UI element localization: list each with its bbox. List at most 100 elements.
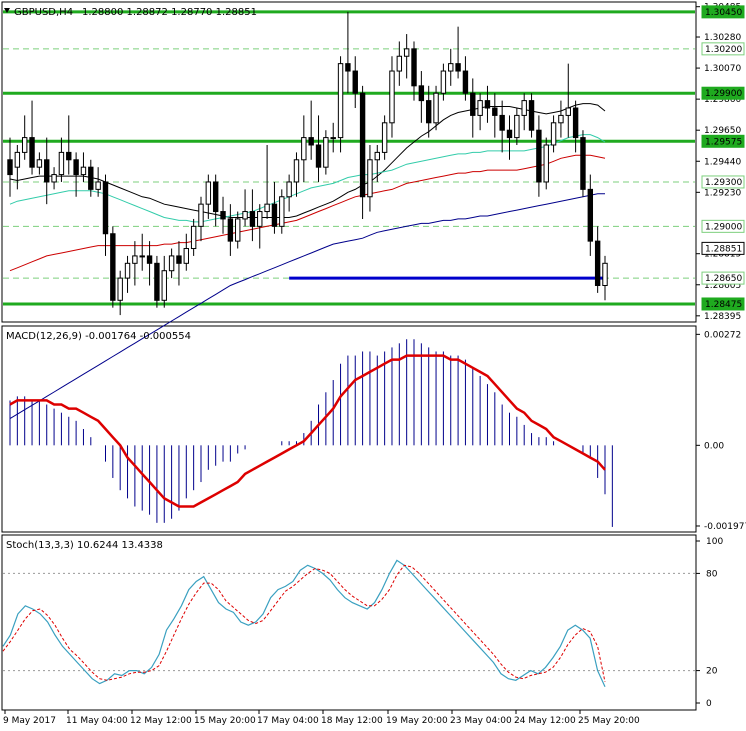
collapse-triangle-icon[interactable] (4, 8, 10, 13)
candle (190, 218, 197, 256)
candle (102, 174, 109, 256)
candle-body (462, 70, 469, 94)
candle (506, 115, 513, 160)
candle (279, 189, 285, 234)
time-label: 18 May 12:00 (321, 716, 383, 726)
candle (235, 211, 241, 249)
candle-body (396, 55, 403, 72)
candle-body (44, 159, 50, 183)
time-axis: 9 May 2017 11 May 04:00 12 May 12:00 15 May… (3, 710, 640, 726)
candle (117, 270, 123, 316)
moving-average-line (9, 134, 606, 223)
candle (440, 63, 447, 101)
candle-body (448, 63, 454, 72)
candle-body (418, 85, 425, 102)
candle-body (110, 233, 116, 301)
candle-body (330, 137, 336, 140)
candle-body (73, 159, 79, 176)
candle-body (80, 166, 87, 176)
level-price-label: 1.28650 (705, 274, 742, 284)
stoch-tick-label: 100 (706, 537, 723, 547)
candle-body (257, 211, 263, 227)
price-tick-label: 1.30070 (704, 64, 741, 74)
price-tick-label: 1.28395 (704, 312, 741, 322)
candle-body (36, 159, 43, 168)
stoch-tick-label: 20 (706, 667, 718, 677)
candle-body (315, 144, 322, 168)
candle-body (198, 203, 204, 227)
candle (161, 255, 167, 308)
candle-body (403, 48, 410, 57)
level-price-label: 1.29000 (705, 222, 742, 232)
stoch-main-line (2, 559, 606, 688)
candle (139, 233, 145, 271)
time-label: 12 May 12:00 (130, 716, 192, 726)
candle (587, 174, 594, 256)
candle-body (117, 277, 123, 301)
candle (345, 11, 351, 94)
candle-body (536, 129, 542, 183)
candle (477, 93, 483, 131)
candle-body (161, 270, 167, 301)
current-price-label: 1.28851 (705, 244, 742, 254)
price-panel-frame (1, 1, 697, 323)
level-price-label: 1.29575 (705, 137, 742, 147)
candle (418, 71, 425, 123)
price-tick-label: 1.29650 (704, 126, 741, 136)
macd-panel-frame (1, 325, 697, 533)
candle (264, 144, 270, 219)
macd-header: MACD(12,26,9) -0.001764 -0.000554 (6, 331, 191, 342)
candle (389, 56, 395, 138)
moving-average-line (9, 103, 606, 218)
price-chart (3, 10, 695, 420)
candle (381, 115, 388, 160)
candle (448, 48, 454, 86)
candle-body (426, 100, 432, 124)
candle-body (359, 92, 366, 198)
level-price-tag (701, 175, 745, 189)
candle-body (190, 225, 197, 250)
candle-body (411, 48, 417, 87)
candle (550, 115, 557, 153)
candle-body (235, 218, 241, 242)
macd-tick-label: -0.001977 (704, 522, 746, 532)
candle-body (484, 100, 491, 109)
candle (330, 122, 336, 153)
candle (543, 137, 549, 190)
price-tick-label: 1.28605 (704, 281, 741, 291)
time-label: 24 May 12:00 (514, 716, 576, 726)
candle-body (286, 181, 292, 198)
level-price-tag (701, 134, 745, 148)
candle (183, 233, 189, 271)
candle-body (433, 92, 439, 124)
candle-body (352, 70, 358, 94)
candle-body (132, 255, 138, 264)
candle-body (374, 151, 380, 161)
candle-body (183, 248, 189, 264)
candle (403, 34, 410, 79)
candle (499, 100, 505, 153)
level-price-label: 1.30450 (705, 8, 742, 18)
candle (536, 115, 542, 197)
candle (29, 100, 35, 175)
candle (212, 174, 219, 227)
candle-body (66, 151, 72, 161)
symbol-label: GBPUSD,H4 (14, 7, 73, 18)
candle (21, 115, 28, 160)
candle (293, 152, 300, 197)
candle-body (154, 262, 160, 301)
candle-body (499, 114, 505, 131)
candle (66, 115, 72, 175)
stoch-chart: 100 80 20 0 (2, 537, 723, 709)
candle (308, 100, 314, 160)
candle (227, 204, 234, 256)
candle (51, 167, 57, 190)
candle-body (279, 196, 285, 227)
candle (146, 241, 153, 286)
candle (257, 204, 263, 249)
candle (220, 196, 226, 234)
candle-body (470, 92, 476, 116)
candle-body (301, 137, 307, 161)
candle (455, 26, 461, 79)
